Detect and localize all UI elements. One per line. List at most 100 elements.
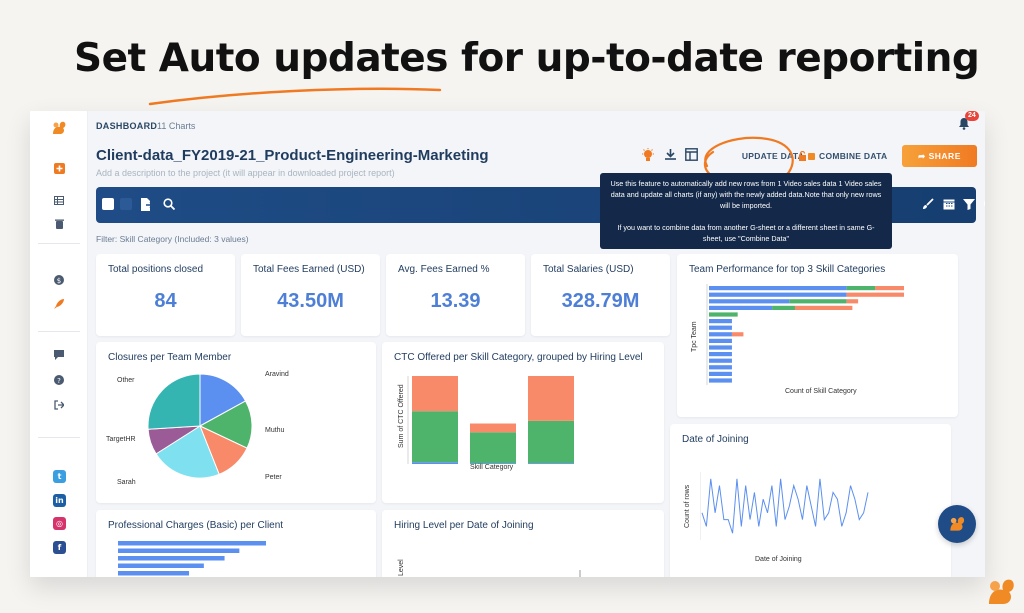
project-title[interactable]: Client-data_FY2019-21_Product-Engineerin… (96, 147, 489, 164)
team-bar-segment (709, 292, 847, 297)
instagram-icon[interactable]: ◎ (53, 517, 66, 530)
help-icon[interactable]: ? (52, 373, 66, 387)
ctc-bar-segment (470, 463, 516, 464)
pie-label-other: Other (117, 377, 135, 384)
chart-title: Team Performance for top 3 Skill Categor… (689, 264, 886, 275)
squirrel-logo-icon[interactable] (50, 119, 68, 137)
prof-bar (118, 571, 190, 576)
team-bar-segment (709, 345, 732, 350)
kpi-card-positions[interactable]: Total positions closed 84 (96, 254, 235, 336)
ctc-offered-card[interactable]: CTC Offered per Skill Category, grouped … (382, 342, 664, 503)
search-icon[interactable] (163, 198, 175, 210)
pie-slice (148, 374, 201, 430)
team-bar-segment (731, 332, 744, 337)
kpi-title: Total positions closed (108, 264, 204, 275)
professional-charges-bar-chart (118, 541, 266, 576)
hiring-axis-tick (579, 570, 581, 577)
pie-label-muthu: Muthu (265, 427, 285, 434)
kpi-card-fees[interactable]: Total Fees Earned (USD) 43.50M (241, 254, 380, 336)
kpi-value: 84 (154, 290, 177, 312)
breadcrumb[interactable]: DASHBOARD (96, 121, 158, 131)
comment-icon[interactable] (984, 198, 985, 210)
team-performance-card[interactable]: Team Performance for top 3 Skill Categor… (677, 254, 958, 417)
svg-text:?: ? (57, 377, 61, 385)
closures-card[interactable]: Closures per Team Member Aravind Muthu P… (96, 342, 376, 503)
team-bar-segment (846, 299, 859, 304)
team-bar-segment (709, 352, 732, 357)
combine-label: COMBINE DATA (819, 151, 888, 161)
filter-icon[interactable] (963, 198, 975, 210)
team-bar-segment (789, 299, 847, 304)
update-data-button[interactable]: UPDATE DATA (741, 151, 805, 161)
date-of-joining-line-chart (700, 472, 869, 540)
chat-assistant-button[interactable] (938, 505, 976, 543)
team-bar-segment (709, 358, 732, 363)
pie-label-sarah: Sarah (117, 479, 136, 486)
share-label: SHARE (928, 151, 961, 161)
pie-slice (199, 374, 247, 427)
chat-icon[interactable] (52, 348, 66, 362)
y-axis-label: Count of rows (684, 484, 691, 528)
kpi-card-salaries[interactable]: Total Salaries (USD) 328.79M (531, 254, 670, 336)
trash-icon[interactable] (52, 217, 66, 231)
pie-label-aravind: Aravind (265, 371, 289, 378)
chart-title: CTC Offered per Skill Category, grouped … (394, 352, 643, 363)
ctc-bar-segment (528, 376, 574, 421)
facebook-icon[interactable]: f (53, 541, 66, 554)
team-bar-segment (846, 286, 876, 291)
kpi-title: Avg. Fees Earned % (398, 264, 490, 275)
linkedin-icon[interactable]: in (53, 494, 66, 507)
ctc-bar-segment (470, 423, 516, 433)
team-bar-segment (875, 286, 904, 291)
table-icon[interactable] (52, 193, 66, 207)
x-axis-label: Date of Joining (755, 556, 802, 563)
team-bar-segment (709, 325, 732, 330)
share-icon: ➦ (918, 151, 929, 161)
kpi-card-avg-fees[interactable]: Avg. Fees Earned % 13.39 (386, 254, 525, 336)
twitter-icon[interactable]: t (53, 470, 66, 483)
prof-bar (118, 541, 266, 546)
combine-data-button[interactable]: COMBINE DATA (808, 147, 887, 165)
squirrel-brand-logo (989, 579, 1014, 604)
share-button[interactable]: ➦ SHARE (902, 145, 977, 167)
dollar-icon[interactable]: $ (52, 273, 66, 287)
prof-bar (118, 563, 204, 568)
checkbox-icon[interactable] (120, 198, 132, 210)
y-axis-label: Level (398, 559, 405, 576)
team-bar-segment (795, 305, 853, 310)
chart-title: Professional Charges (Basic) per Client (108, 520, 284, 531)
brush-icon[interactable] (922, 198, 934, 210)
pie-label-targethr: TargetHR (106, 436, 136, 443)
add-chart-icon[interactable] (52, 161, 66, 175)
ctc-bar-segment (412, 462, 458, 464)
kpi-title: Total Salaries (USD) (543, 264, 634, 275)
download-icon[interactable] (664, 148, 677, 161)
professional-charges-card[interactable]: Professional Charges (Basic) per Client (96, 510, 376, 577)
headline-underline (148, 87, 442, 106)
tooltip-text-2: If you want to combine data from another… (617, 223, 875, 243)
team-bar-segment (709, 312, 738, 317)
y-axis-label: Tpc Team (691, 321, 698, 352)
ctc-bar-segment (412, 411, 458, 463)
rocket-icon[interactable] (52, 296, 66, 310)
pie-slice (198, 400, 252, 449)
hiring-level-card[interactable]: Hiring Level per Date of Joining Level (382, 510, 664, 577)
logout-icon[interactable] (52, 398, 66, 412)
team-bar-segment (709, 378, 732, 383)
team-bar-segment (709, 371, 732, 376)
ctc-stacked-bar-chart (407, 376, 574, 464)
calendar-icon[interactable] (943, 198, 955, 210)
filter-summary[interactable]: Filter: Skill Category (Included: 3 valu… (96, 234, 249, 244)
chart-count: 11 Charts (157, 121, 196, 131)
project-description-input[interactable]: Add a description to the project (it wil… (96, 168, 395, 178)
combine-icon (808, 152, 815, 160)
kpi-value: 43.50M (277, 290, 344, 312)
team-bar-segment (772, 305, 796, 310)
x-axis-label: Count of Skill Category (785, 388, 857, 395)
layout-icon[interactable] (685, 148, 698, 161)
app-window: $ ? t in ◎ f DASHBOARD 11 Charts 24 Clie… (30, 111, 985, 577)
date-of-joining-card[interactable]: Date of Joining Count of rows Date of Jo… (670, 424, 951, 577)
export-file-icon[interactable] (140, 198, 153, 211)
select-all-checkbox-icon[interactable] (102, 198, 114, 210)
insights-bulb-icon[interactable] (641, 148, 655, 162)
